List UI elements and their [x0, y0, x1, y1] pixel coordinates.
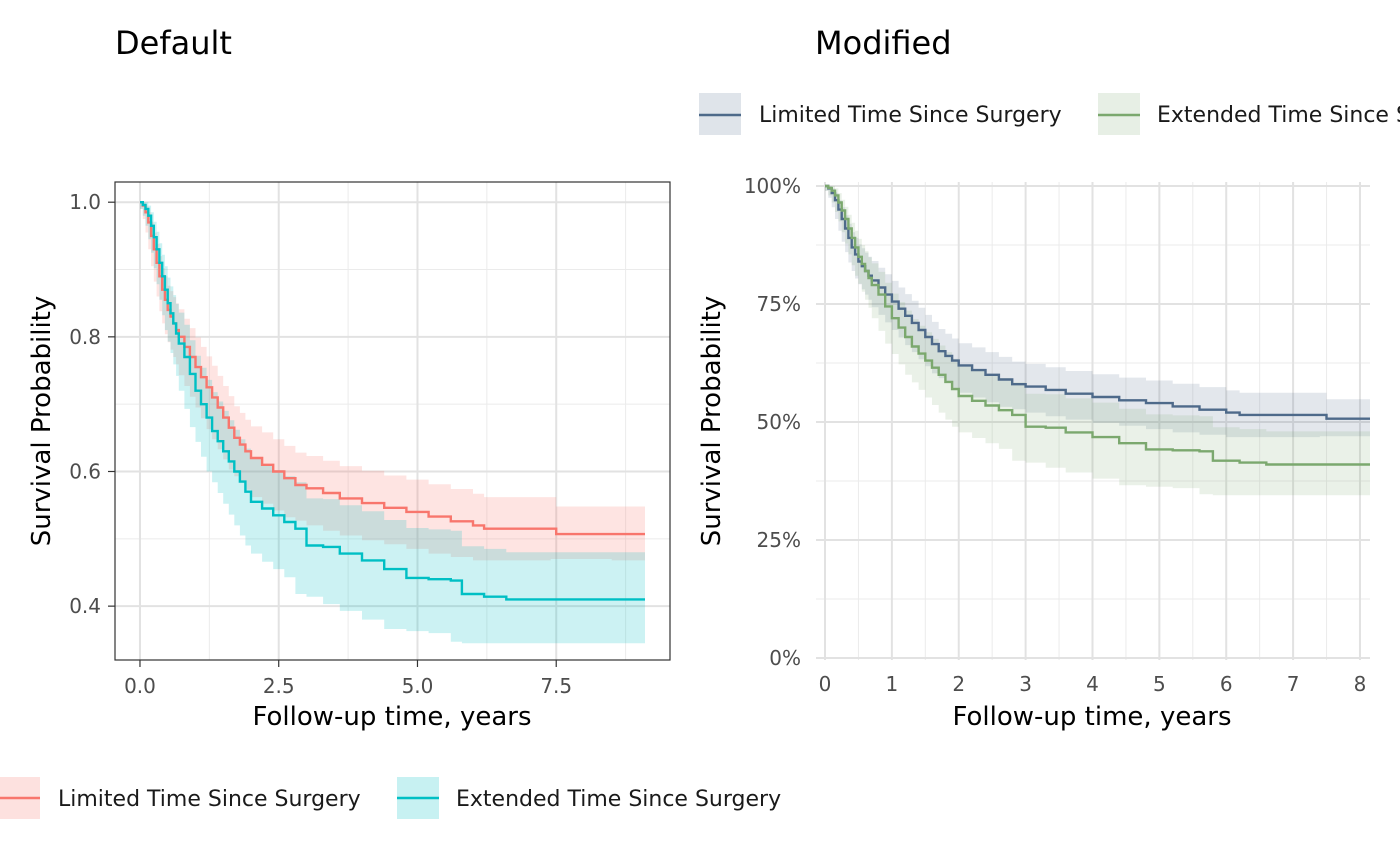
legend-modified: Limited Time Since Surgery Extended Time… — [699, 93, 1400, 135]
x-tick-label: 2 — [952, 672, 965, 696]
x-tick-label: 7 — [1287, 672, 1300, 696]
y-tick-label: 0% — [769, 646, 801, 670]
panel-default-x-ticks: 0.0 2.5 5.0 7.5 — [124, 660, 572, 698]
panel-default-border — [114, 181, 671, 661]
panel-default-lines — [140, 201, 645, 601]
panel-default: Default 0.4 0.6 0.8 1.0 0.0 2.5 5.0 7.5 Follow… — [27, 24, 671, 732]
confidence-band-limited — [140, 202, 645, 561]
x-tick-label: 8 — [1354, 672, 1367, 696]
x-tick-label: 2.5 — [263, 674, 295, 698]
panel-default-background — [115, 182, 670, 660]
panel-default-y-ticks: 0.4 0.6 0.8 1.0 — [69, 190, 115, 618]
y-tick-label: 0.4 — [69, 594, 101, 618]
panel-modified-title: Modified — [815, 24, 952, 62]
y-tick-label: 0.6 — [69, 459, 101, 483]
panel-default-y-axis-title: Survival Probability — [27, 296, 57, 547]
legend-default-item-extended: Extended Time Since Surgery — [397, 777, 781, 819]
legend-modified-label-limited: Limited Time Since Surgery — [759, 103, 1062, 128]
survival-line-extended — [825, 184, 1370, 466]
x-tick-label: 5 — [1153, 672, 1166, 696]
survival-line-extended — [140, 201, 645, 601]
y-tick-label: 75% — [757, 292, 801, 316]
legend-default: Limited Time Since Surgery Extended Time… — [0, 777, 781, 819]
confidence-band-limited — [825, 186, 1370, 438]
y-tick-label: 100% — [744, 174, 801, 198]
y-tick-label: 1.0 — [69, 190, 101, 214]
y-tick-label: 25% — [757, 528, 801, 552]
legend-modified-label-extended: Extended Time Since Surgery — [1157, 103, 1400, 128]
panel-modified-grid — [816, 182, 1370, 660]
y-tick-label: 0.8 — [69, 325, 101, 349]
x-tick-label: 7.5 — [540, 674, 572, 698]
x-tick-label: 5.0 — [402, 674, 434, 698]
confidence-band-extended — [140, 202, 645, 644]
legend-default-label-limited: Limited Time Since Surgery — [58, 787, 361, 812]
legend-default-label-extended: Extended Time Since Surgery — [456, 787, 781, 812]
panel-modified-y-axis-title: Survival Probability — [697, 296, 727, 547]
confidence-band-extended — [825, 186, 1370, 496]
x-tick-label: 0.0 — [124, 674, 156, 698]
legend-default-item-limited: Limited Time Since Surgery — [0, 777, 361, 819]
panel-default-title: Default — [115, 24, 232, 62]
panel-modified: Modified 0% 25% 50% 75% 100% 0 1 2 3 4 5 6 7 8 Follo… — [697, 24, 1370, 732]
panel-modified-x-ticks: 0 1 2 3 4 5 6 7 8 — [819, 672, 1367, 696]
panel-modified-bands — [825, 186, 1370, 496]
legend-modified-item-limited: Limited Time Since Surgery — [699, 93, 1062, 135]
legend-modified-item-extended: Extended Time Since Surgery — [1098, 93, 1400, 135]
panel-modified-y-ticks: 0% 25% 50% 75% 100% — [744, 174, 801, 670]
x-tick-label: 3 — [1019, 672, 1032, 696]
y-tick-label: 50% — [757, 410, 801, 434]
survival-line-limited — [140, 201, 645, 536]
x-tick-label: 4 — [1086, 672, 1099, 696]
panel-modified-x-axis-title: Follow-up time, years — [952, 702, 1231, 732]
panel-modified-lines — [825, 184, 1370, 466]
x-tick-label: 1 — [886, 672, 899, 696]
panel-default-x-axis-title: Follow-up time, years — [252, 702, 531, 732]
panel-default-grid — [115, 182, 670, 660]
panel-default-bands — [140, 202, 645, 644]
x-tick-label: 0 — [819, 672, 832, 696]
x-tick-label: 6 — [1220, 672, 1233, 696]
